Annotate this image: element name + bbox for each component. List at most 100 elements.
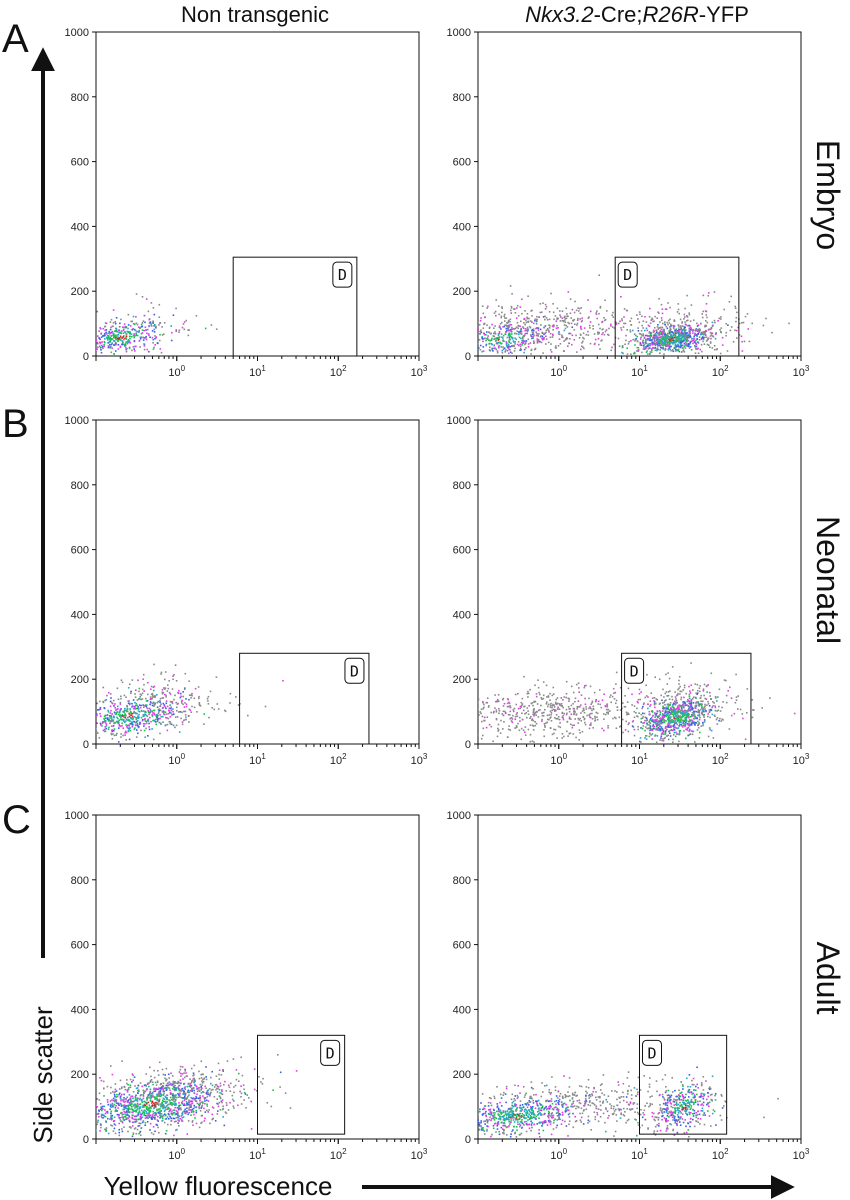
event-point bbox=[162, 1107, 164, 1110]
event-point bbox=[582, 346, 584, 348]
event-point bbox=[149, 1122, 152, 1125]
event-point bbox=[215, 676, 218, 678]
event-point bbox=[740, 335, 743, 338]
event-point bbox=[129, 342, 131, 344]
event-point bbox=[471, 324, 473, 326]
event-point bbox=[751, 716, 754, 719]
event-point bbox=[535, 327, 537, 330]
event-point bbox=[663, 335, 666, 338]
event-point bbox=[709, 335, 712, 337]
event-point bbox=[65, 703, 67, 705]
event-point bbox=[522, 709, 525, 712]
event-point bbox=[510, 330, 512, 332]
event-point bbox=[527, 329, 529, 331]
event-point bbox=[742, 717, 744, 720]
event-point bbox=[93, 718, 95, 720]
event-point bbox=[663, 707, 665, 709]
event-point bbox=[537, 329, 540, 331]
event-point bbox=[636, 346, 638, 349]
event-point bbox=[673, 729, 676, 731]
event-point bbox=[660, 727, 663, 730]
event-point bbox=[653, 320, 655, 322]
event-point bbox=[683, 719, 686, 722]
event-point bbox=[171, 714, 173, 716]
event-point bbox=[640, 741, 642, 743]
event-point bbox=[586, 714, 588, 717]
event-point bbox=[175, 307, 177, 310]
event-point bbox=[159, 348, 162, 350]
event-point bbox=[502, 728, 504, 730]
event-point bbox=[769, 697, 771, 699]
event-point bbox=[689, 346, 692, 348]
event-point bbox=[107, 334, 110, 337]
event-point bbox=[140, 698, 142, 701]
event-point bbox=[556, 307, 559, 310]
event-point bbox=[483, 706, 485, 709]
event-point bbox=[541, 714, 544, 717]
event-point bbox=[658, 339, 660, 341]
event-point bbox=[138, 704, 141, 706]
event-point bbox=[648, 344, 650, 347]
event-point bbox=[642, 342, 644, 345]
event-point bbox=[178, 731, 181, 733]
event-point bbox=[526, 313, 529, 315]
event-point bbox=[680, 723, 682, 726]
event-point bbox=[689, 336, 692, 338]
event-point bbox=[565, 696, 567, 699]
event-point bbox=[519, 325, 521, 328]
event-point bbox=[695, 345, 698, 348]
event-point bbox=[667, 738, 670, 741]
event-point bbox=[681, 328, 684, 331]
event-point bbox=[673, 346, 676, 349]
event-point bbox=[131, 1100, 133, 1103]
event-point bbox=[690, 714, 693, 716]
event-point bbox=[131, 320, 134, 323]
event-point bbox=[132, 1133, 135, 1135]
event-point bbox=[587, 317, 590, 319]
event-point bbox=[145, 720, 148, 723]
event-point bbox=[537, 709, 540, 712]
event-point bbox=[135, 718, 138, 721]
event-point bbox=[161, 691, 164, 694]
event-point bbox=[69, 346, 71, 348]
event-point bbox=[591, 712, 593, 715]
event-point bbox=[713, 702, 715, 704]
event-point bbox=[575, 736, 577, 739]
event-point bbox=[109, 328, 112, 331]
event-point bbox=[190, 1109, 193, 1112]
event-point bbox=[159, 1091, 161, 1093]
event-point bbox=[696, 325, 699, 327]
event-point bbox=[120, 336, 122, 339]
event-point bbox=[143, 706, 145, 708]
event-point bbox=[193, 1089, 195, 1092]
event-point bbox=[735, 673, 737, 676]
event-point bbox=[545, 684, 548, 687]
event-point bbox=[79, 734, 81, 736]
event-point bbox=[488, 705, 490, 707]
event-point bbox=[692, 697, 694, 700]
event-point bbox=[229, 702, 231, 704]
event-point bbox=[604, 299, 606, 302]
event-point bbox=[497, 337, 499, 340]
event-point bbox=[542, 694, 545, 697]
event-point bbox=[172, 675, 174, 677]
event-point bbox=[503, 340, 505, 343]
event-point bbox=[674, 329, 676, 332]
event-point bbox=[140, 1109, 143, 1112]
event-point bbox=[639, 740, 641, 743]
event-point bbox=[147, 681, 149, 684]
event-point bbox=[509, 729, 512, 731]
event-point bbox=[697, 330, 699, 332]
event-point bbox=[561, 716, 564, 718]
event-point bbox=[98, 1092, 101, 1095]
event-point bbox=[636, 350, 638, 352]
event-point bbox=[116, 720, 118, 723]
event-point bbox=[707, 292, 710, 294]
event-point bbox=[60, 728, 62, 730]
event-point bbox=[618, 716, 621, 719]
event-point bbox=[685, 719, 687, 721]
event-point bbox=[118, 329, 120, 331]
event-point bbox=[688, 723, 690, 725]
event-point bbox=[651, 347, 654, 349]
event-point bbox=[125, 341, 127, 344]
